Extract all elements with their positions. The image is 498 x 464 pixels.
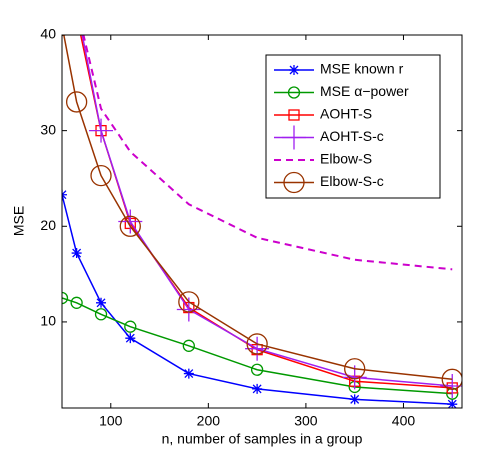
series-line: [62, 297, 453, 395]
legend-label: AOHT-S: [320, 106, 372, 122]
marker: [89, 118, 114, 143]
legend: MSE known r MSE α−power AOHT-S AOHT-S-c Elbo…: [265, 54, 441, 199]
marker: [289, 65, 299, 75]
series-line: [62, 194, 453, 405]
marker: [250, 363, 264, 376]
x-tick-label: 200: [197, 413, 221, 429]
x-tick-label: 100: [99, 413, 123, 429]
x-tick-label: 300: [294, 413, 318, 429]
y-tick-label: 10: [40, 313, 56, 329]
marker: [344, 358, 366, 380]
y-tick-label: 40: [40, 26, 56, 42]
legend-label: MSE known r: [320, 61, 404, 77]
marker: [441, 368, 462, 390]
legend-label: Elbow-S: [320, 151, 372, 167]
legend-box: [265, 54, 441, 199]
marker: [65, 91, 88, 113]
marker: [71, 248, 82, 259]
marker: [119, 215, 141, 237]
plot-content: [62, 35, 462, 408]
marker: [178, 291, 200, 313]
marker: [182, 339, 195, 352]
y-tick-label: 30: [40, 121, 56, 137]
marker: [62, 291, 69, 305]
marker: [94, 308, 108, 321]
x-axis-label: n, number of samples in a group: [162, 431, 363, 447]
plot-frame: [61, 34, 463, 409]
marker: [96, 297, 107, 308]
legend-label: Elbow-S-c: [320, 173, 384, 189]
marker: [118, 209, 143, 234]
marker: [447, 399, 458, 408]
y-tick-label: 20: [40, 217, 56, 233]
marker: [246, 333, 268, 355]
series-line: [63, 35, 453, 381]
marker: [245, 336, 270, 361]
marker: [349, 394, 360, 405]
legend-label: AOHT-S-c: [320, 128, 384, 144]
marker: [282, 125, 306, 150]
x-tick-label: 400: [392, 413, 416, 429]
marker: [252, 383, 263, 394]
marker: [70, 296, 83, 309]
y-axis-label: MSE: [11, 206, 27, 236]
marker: [125, 333, 136, 344]
marker: [287, 86, 301, 99]
marker: [288, 109, 300, 121]
marker: [183, 368, 194, 379]
marker: [90, 164, 112, 187]
series-line: [81, 35, 453, 387]
marker: [283, 171, 305, 194]
legend-label: MSE α−power: [320, 83, 409, 99]
marker: [124, 320, 137, 333]
series-line: [82, 35, 453, 271]
